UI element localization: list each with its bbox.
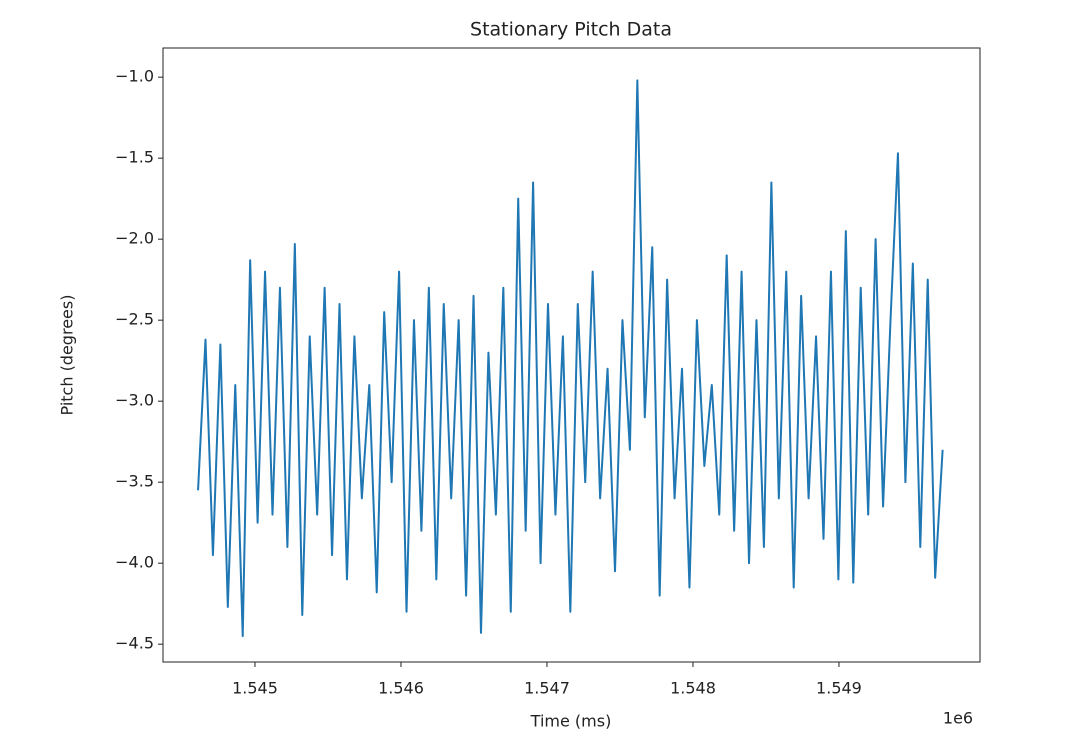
y-tick-label: −1.0 [115,67,154,86]
y-tick-label: −1.5 [115,148,154,167]
y-tick-label: −3.5 [115,472,154,491]
chart-title: Stationary Pitch Data [470,19,672,41]
data-line [197,79,944,638]
x-offset-label: 1e6 [943,709,973,728]
y-tick-label: −2.0 [115,229,154,248]
x-tick-label: 1.546 [378,679,424,698]
x-axis-label: Time (ms) [530,712,612,731]
y-tick-label: −3.0 [115,391,154,410]
plot-frame [162,47,981,663]
x-tick-label: 1.549 [816,679,862,698]
x-tick-label: 1.545 [232,679,278,698]
y-tick-label: −4.5 [115,634,154,653]
y-tick-label: −4.0 [115,553,154,572]
x-tick-label: 1.547 [524,679,570,698]
y-tick-label: −2.5 [115,310,154,329]
y-axis-label: Pitch (degrees) [58,295,77,416]
x-tick-label: 1.548 [670,679,716,698]
